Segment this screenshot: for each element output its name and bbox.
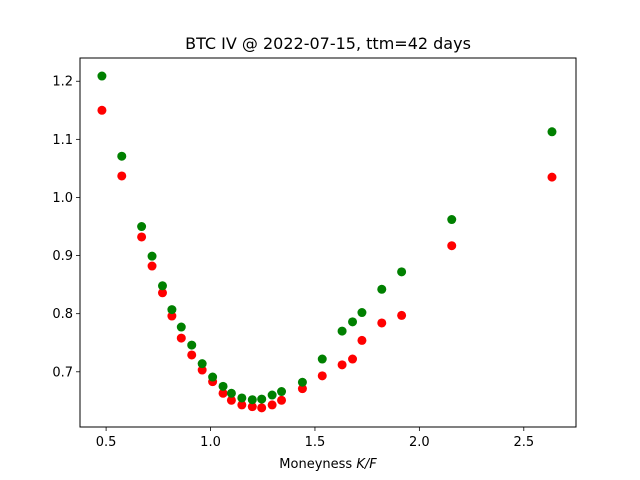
data-point-series-1 — [187, 340, 197, 350]
data-point-series-0 — [267, 400, 277, 410]
data-point-series-1 — [377, 284, 387, 294]
y-tick-label: 1.1 — [52, 133, 73, 148]
data-point-series-0 — [117, 171, 127, 181]
data-point-series-0 — [137, 232, 147, 242]
axes-frame — [79, 57, 577, 428]
x-tick-label: 2.5 — [513, 435, 534, 450]
data-point-series-0 — [337, 360, 347, 370]
x-tick-label: 0.5 — [96, 435, 117, 450]
x-axis-label-variable: K/F — [356, 457, 377, 472]
y-tick-label: 0.9 — [52, 249, 73, 264]
data-point-series-1 — [297, 377, 307, 387]
data-point-series-0 — [357, 335, 367, 345]
data-point-series-0 — [397, 310, 407, 320]
data-point-series-1 — [547, 127, 557, 137]
data-point-series-0 — [167, 311, 177, 321]
data-point-series-1 — [337, 326, 347, 336]
data-point-series-1 — [157, 281, 167, 291]
data-point-series-1 — [147, 251, 157, 261]
data-point-series-1 — [267, 390, 277, 400]
data-point-series-0 — [147, 261, 157, 271]
data-point-series-0 — [247, 402, 257, 412]
y-tick-label: 1.0 — [52, 191, 73, 206]
data-point-series-1 — [117, 151, 127, 161]
data-point-series-1 — [137, 222, 147, 232]
data-point-series-0 — [187, 350, 197, 360]
data-point-series-0 — [547, 172, 557, 182]
data-point-series-1 — [357, 308, 367, 318]
data-point-series-0 — [317, 371, 327, 381]
data-point-series-1 — [397, 267, 407, 277]
data-point-series-0 — [218, 388, 228, 398]
data-point-series-1 — [237, 393, 247, 403]
x-tick-label: 2.0 — [409, 435, 430, 450]
data-point-series-1 — [447, 215, 457, 225]
y-tick-label: 0.8 — [52, 307, 73, 322]
data-point-series-0 — [377, 318, 387, 328]
data-point-series-1 — [226, 388, 236, 398]
data-point-series-0 — [226, 395, 236, 405]
data-point-series-1 — [277, 387, 287, 397]
data-point-series-0 — [157, 288, 167, 298]
data-point-series-1 — [218, 381, 228, 391]
data-point-series-0 — [348, 354, 358, 364]
y-tick-label: 1.2 — [52, 75, 73, 90]
data-point-series-0 — [297, 384, 307, 394]
x-tick-label: 1.5 — [305, 435, 326, 450]
plot-area: 0.5 1.0 1.5 2.0 2.5 0.7 0.8 0.9 1.0 1.1 1.2 — [52, 71, 557, 450]
data-point-series-1 — [348, 317, 358, 327]
data-point-series-0 — [277, 395, 287, 405]
data-point-series-0 — [176, 333, 186, 343]
chart-title: BTC IV @ 2022-07-15, ttm=42 days — [185, 34, 471, 53]
data-point-series-0 — [197, 365, 207, 375]
data-point-series-0 — [447, 241, 457, 251]
data-point-series-0 — [97, 105, 107, 115]
data-point-series-1 — [197, 359, 207, 369]
data-point-series-1 — [257, 394, 267, 404]
x-tick-label: 1.0 — [200, 435, 221, 450]
data-point-series-1 — [247, 395, 257, 405]
data-point-series-1 — [97, 71, 107, 81]
y-tick-label: 0.7 — [52, 365, 73, 380]
data-point-series-1 — [317, 354, 327, 364]
data-point-series-0 — [257, 403, 267, 413]
data-point-series-0 — [237, 400, 247, 410]
data-point-series-1 — [167, 305, 177, 315]
data-point-series-1 — [208, 372, 218, 382]
x-axis-label: Moneyness K/F — [279, 457, 377, 472]
x-axis-label-text: Moneyness — [279, 457, 356, 472]
data-point-series-1 — [176, 322, 186, 332]
